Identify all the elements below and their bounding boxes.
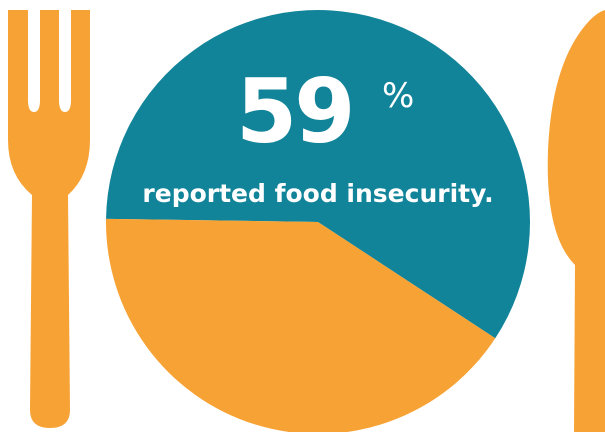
- fork-icon: [8, 10, 90, 428]
- pie-slice-food-insecure: [106, 10, 530, 339]
- pie-slice-other: [106, 218, 496, 432]
- headline-number: 59: [236, 60, 352, 163]
- headline-percent-sign: %: [382, 76, 414, 116]
- knife-icon: [547, 10, 605, 432]
- pie-chart: [106, 10, 530, 432]
- headline-caption: reported food insecurity.: [142, 179, 493, 208]
